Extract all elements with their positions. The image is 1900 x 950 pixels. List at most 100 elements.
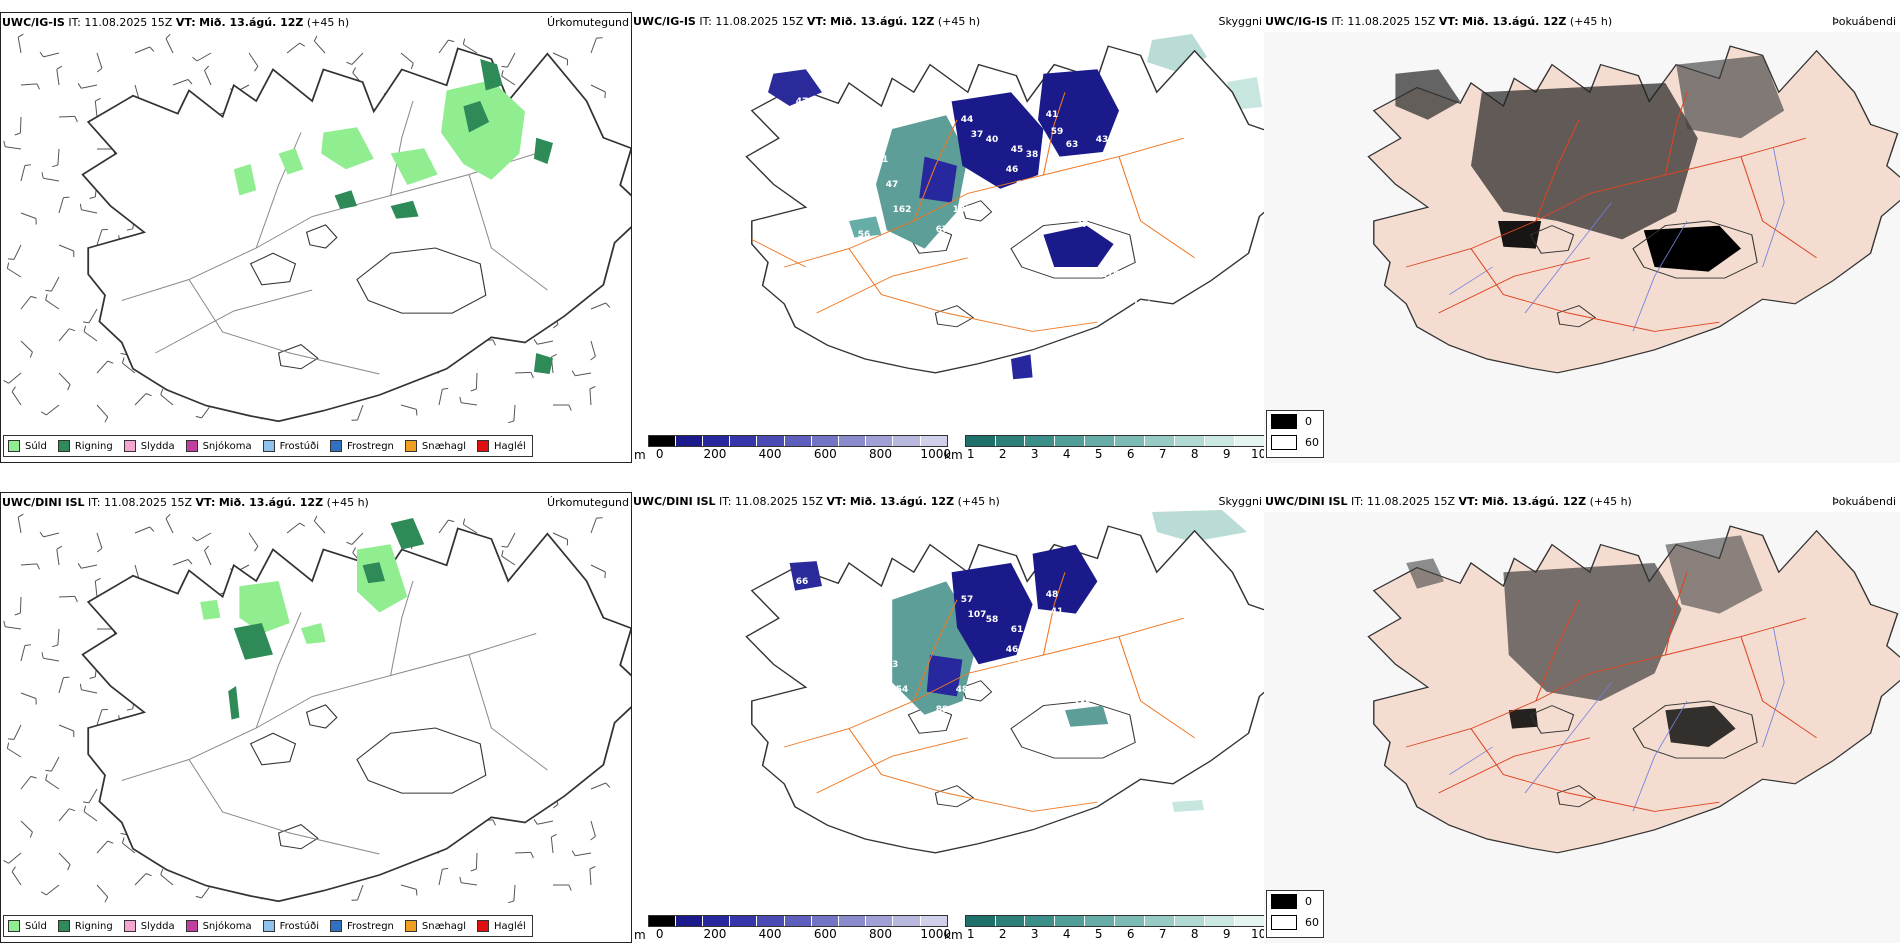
wind-barb xyxy=(196,52,212,62)
legend-label: Haglél xyxy=(494,440,526,452)
wind-barb-flag xyxy=(30,295,37,299)
vt-value: Mið. 13.ágú. 12Z xyxy=(199,16,304,29)
cloud-panel-2: UWC/DINI ISL IT: 11.08.2025 15Z VT: Mið.… xyxy=(632,492,1264,943)
wind-barb-flag xyxy=(254,546,259,552)
precip-legend-2: Súld Rigning Slydda Snjókoma Frostúði Fr… xyxy=(3,915,533,937)
wind-barb xyxy=(96,52,103,69)
ceiling-value-label: 96 xyxy=(1106,170,1119,180)
wind-barb-flag xyxy=(29,351,33,358)
wind-barb xyxy=(248,52,259,67)
ceiling-tick-label: 0 xyxy=(655,927,664,941)
wind-barb xyxy=(550,837,554,854)
wind-barb-flag xyxy=(24,164,31,166)
wind-barb-flag xyxy=(313,515,318,522)
wind-barb-flag xyxy=(299,42,306,47)
legend-swatch xyxy=(185,440,198,452)
wind-barb xyxy=(11,871,22,886)
cloud-panel-1: UWC/IG-IS IT: 11.08.2025 15Z VT: Mið. 13… xyxy=(632,12,1264,463)
wind-barb-flag xyxy=(492,339,496,346)
visibility-tick-label: 2 xyxy=(998,447,1007,461)
model-name: UWC/DINI ISL xyxy=(633,495,716,508)
wind-barb-flag xyxy=(107,840,114,844)
wind-barb xyxy=(286,522,300,534)
visibility-tick-label: 1 xyxy=(966,447,975,461)
ceiling-value-label: 119 xyxy=(1113,283,1132,293)
ceiling-value-label: 56 xyxy=(891,725,904,735)
fog-legend-item: 0 xyxy=(1267,891,1323,912)
precip-legend-1: Súld Rigning Slydda Snjókoma Frostúði Fr… xyxy=(3,435,533,457)
ceiling-value-label: 42 xyxy=(1131,95,1144,105)
wind-barb xyxy=(19,116,22,134)
wind-barb xyxy=(513,884,516,902)
ceiling-value-label: 61 xyxy=(1011,625,1024,635)
legend-swatch xyxy=(477,440,490,452)
wind-barb-flag xyxy=(29,831,33,838)
it-value: 11.08.2025 15Z xyxy=(715,15,804,28)
wind-barb-flag xyxy=(590,355,596,361)
legend-item: Slydda xyxy=(123,440,175,452)
wind-barb xyxy=(5,626,22,630)
wind-barb-flag xyxy=(6,262,10,269)
legend-label: Slydda xyxy=(140,440,175,452)
precip-areas xyxy=(233,59,553,374)
wind-barb xyxy=(8,852,22,864)
ceiling-tick-label: 200 xyxy=(703,447,727,461)
ceiling-tick-label: 800 xyxy=(869,927,892,941)
ceiling-value-label: 47 xyxy=(796,97,809,107)
lead-time: (+45 h) xyxy=(937,15,981,28)
ceiling-unit: m xyxy=(634,448,646,462)
legend-label: Rigning xyxy=(74,920,113,932)
legend-label: Súld xyxy=(25,920,47,932)
legend-label: Snjókoma xyxy=(202,440,252,452)
wind-barb-flag xyxy=(14,612,21,616)
wind-barb-flag xyxy=(63,676,70,679)
fog-legend-label: 0 xyxy=(1305,895,1312,908)
wind-barb xyxy=(514,371,532,374)
wind-barb xyxy=(134,526,150,534)
model-name: UWC/DINI ISL xyxy=(1265,495,1348,508)
it-value: 11.08.2025 15Z xyxy=(104,496,193,509)
wind-barb-flag xyxy=(69,328,76,332)
wind-barb-flag xyxy=(3,140,6,147)
model-name: UWC/IG-IS xyxy=(1265,15,1328,28)
ceiling-value-label: 53 xyxy=(886,660,899,670)
visibility-swatch xyxy=(1085,436,1116,446)
ceiling-labels: 93 66 49 76 53 54 46 56 88 48 57 107 58 61 46 45 40 37 48 4… xyxy=(784,543,1159,735)
ceiling-value-label: 201 xyxy=(1103,650,1122,660)
ceiling-value-label: 45 xyxy=(1021,195,1034,205)
wind-barb xyxy=(5,146,22,150)
lead-time: (+45 h) xyxy=(306,16,350,29)
wind-barb xyxy=(20,563,38,566)
lead-time: (+45 h) xyxy=(1589,495,1632,508)
wind-barb-flag xyxy=(352,547,357,553)
wind-barb-flag xyxy=(89,676,96,679)
visibility-unit: km xyxy=(944,928,963,942)
ceiling-tick-label: 400 xyxy=(758,447,782,461)
legend-swatch xyxy=(185,920,198,932)
wind-barb xyxy=(122,362,136,374)
wind-barb xyxy=(20,776,32,790)
legend-swatch xyxy=(330,920,342,932)
wind-barb xyxy=(575,372,592,377)
it-label: IT: xyxy=(1351,495,1364,508)
ceiling-tick-label: 600 xyxy=(813,927,837,941)
wind-barb xyxy=(537,820,554,825)
ceiling-value-label: 37 xyxy=(1076,220,1089,230)
wind-barb-flag xyxy=(160,388,164,395)
wind-barb xyxy=(248,532,259,547)
wind-barb xyxy=(20,340,33,353)
ceiling-swatch xyxy=(703,436,731,446)
wind-barb-flag xyxy=(36,563,40,570)
wind-barb-flag xyxy=(145,873,152,877)
legend-swatch xyxy=(404,440,417,452)
wind-barb xyxy=(19,596,22,614)
wind-barb-flag xyxy=(590,835,596,841)
wind-barb xyxy=(8,372,22,384)
ceiling-value-label: 56 xyxy=(858,230,871,240)
ceiling-value-label: 121 xyxy=(1173,270,1192,280)
ceiling-value-label: 38 xyxy=(1026,150,1039,160)
wind-barb-flag xyxy=(589,386,596,390)
vt-label: VT: xyxy=(806,15,827,28)
legend-item: Súld xyxy=(8,920,47,932)
